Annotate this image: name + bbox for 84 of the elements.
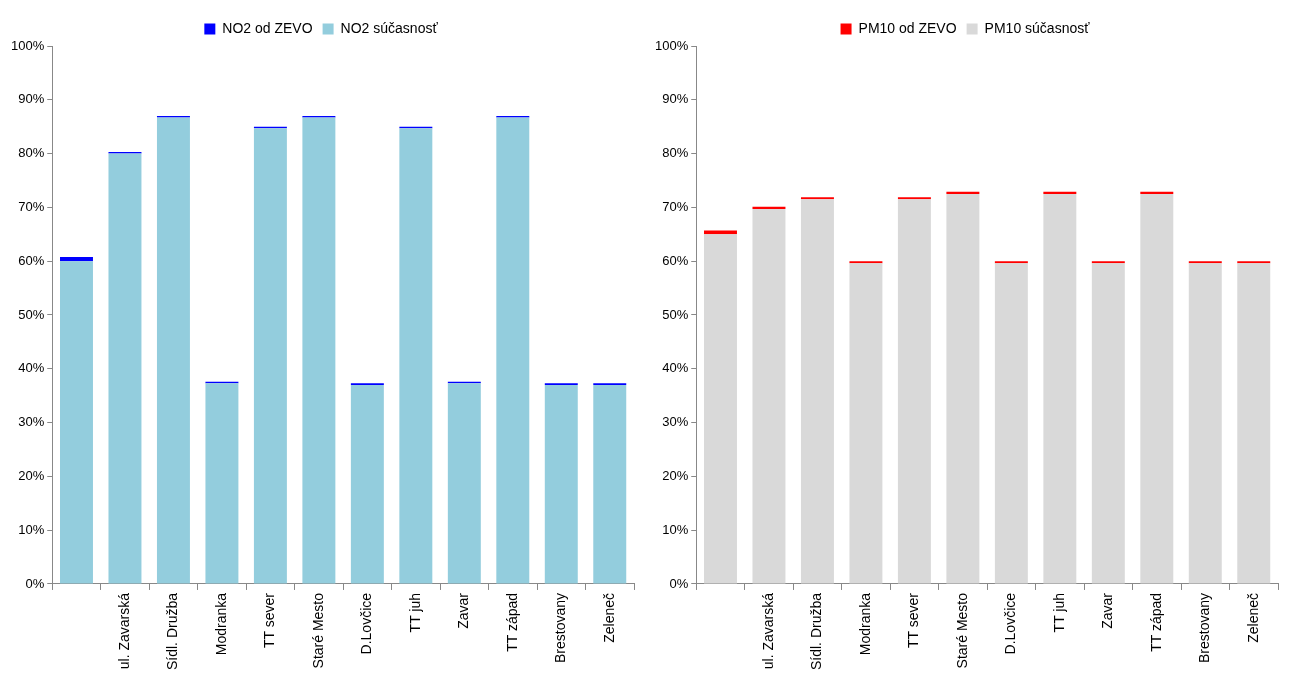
legend-label: NO2 od ZEVO (222, 19, 313, 36)
bar (1188, 261, 1222, 264)
bar (897, 197, 931, 200)
bar (1043, 193, 1077, 584)
bar (1091, 261, 1125, 264)
y-tick-label: 10% (18, 521, 45, 537)
bar (849, 263, 883, 584)
legend-label: PM10 súčasnosť (984, 19, 1091, 36)
bar (350, 384, 384, 584)
y-tick-label: 20% (662, 467, 689, 483)
bar (156, 117, 190, 584)
bar (897, 199, 931, 584)
y-tick-label: 40% (662, 360, 689, 376)
y-tick-label: 90% (18, 91, 45, 107)
bar (849, 261, 883, 264)
bar (1237, 263, 1271, 584)
bar (447, 383, 481, 584)
bar (800, 199, 834, 584)
x-tick-label: TT západ (1147, 592, 1164, 652)
x-tick-label: Sídl. Družba (164, 592, 181, 671)
x-tick-label: Zeleneč (600, 592, 617, 643)
y-tick-label: 80% (18, 145, 45, 161)
bar (1140, 191, 1174, 194)
legend-label: PM10 od ZEVO (858, 19, 957, 36)
x-tick-label: ul. Zavarská (115, 592, 132, 670)
x-tick-label: TT juh (1050, 592, 1067, 633)
x-tick-label: TT sever (261, 592, 278, 648)
bar (60, 256, 93, 262)
y-tick-label: 70% (662, 198, 689, 214)
bar (1237, 261, 1271, 264)
bar (752, 209, 786, 584)
bar (60, 261, 93, 584)
y-tick-label: 100% (11, 37, 45, 53)
x-tick-label: Brestovany (552, 592, 569, 664)
y-tick-label: 0% (25, 575, 45, 591)
bar (1140, 193, 1174, 584)
bar (1091, 263, 1125, 584)
bar (593, 384, 627, 584)
x-tick-label: Brestovany (1196, 592, 1213, 664)
bar (704, 234, 737, 584)
y-tick-label: 50% (18, 306, 45, 322)
x-tick-label: TT sever (905, 592, 922, 648)
x-tick-label: ul. Zavarská (759, 592, 776, 670)
y-tick-label: 0% (669, 575, 689, 591)
legend-label: NO2 súčasnosť (340, 19, 439, 36)
y-tick-label: 60% (662, 252, 689, 268)
x-tick-label: Staré Mesto (953, 592, 970, 669)
y-tick-label: 70% (18, 198, 45, 214)
y-tick-label: 80% (662, 145, 689, 161)
x-tick-label: Zeleneč (1244, 592, 1261, 643)
bar (1043, 191, 1077, 194)
x-tick-label: Zavar (1099, 592, 1116, 629)
bar (108, 153, 142, 584)
x-tick-label: Staré Mesto (309, 592, 326, 669)
bar (800, 197, 834, 200)
y-tick-label: 30% (662, 414, 689, 430)
y-tick-label: 20% (18, 467, 45, 483)
bar (946, 193, 980, 584)
bar (994, 263, 1028, 584)
x-tick-label: Modranka (856, 592, 873, 656)
y-tick-label: 10% (662, 521, 689, 537)
y-tick-label: 40% (18, 360, 45, 376)
y-tick-label: 30% (18, 414, 45, 430)
bar (544, 384, 578, 584)
x-tick-label: TT juh (406, 592, 423, 633)
bar (1188, 263, 1222, 584)
bar (205, 383, 239, 584)
x-tick-label: D.Lovčice (1002, 592, 1019, 655)
y-tick-label: 50% (662, 306, 689, 322)
x-tick-label: Sídl. Družba (808, 592, 825, 671)
bar (496, 117, 530, 584)
bar (399, 128, 433, 584)
y-tick-label: 100% (655, 37, 689, 53)
y-tick-label: 60% (18, 252, 45, 268)
x-tick-label: TT západ (503, 592, 520, 652)
y-tick-label: 90% (662, 91, 689, 107)
bar (946, 191, 980, 194)
bar (253, 128, 287, 584)
x-tick-label: D.Lovčice (358, 592, 375, 655)
x-tick-label: Modranka (212, 592, 229, 656)
x-tick-label: Zavar (455, 592, 472, 629)
bar (302, 117, 336, 584)
bar (752, 206, 786, 209)
bar (994, 261, 1028, 264)
